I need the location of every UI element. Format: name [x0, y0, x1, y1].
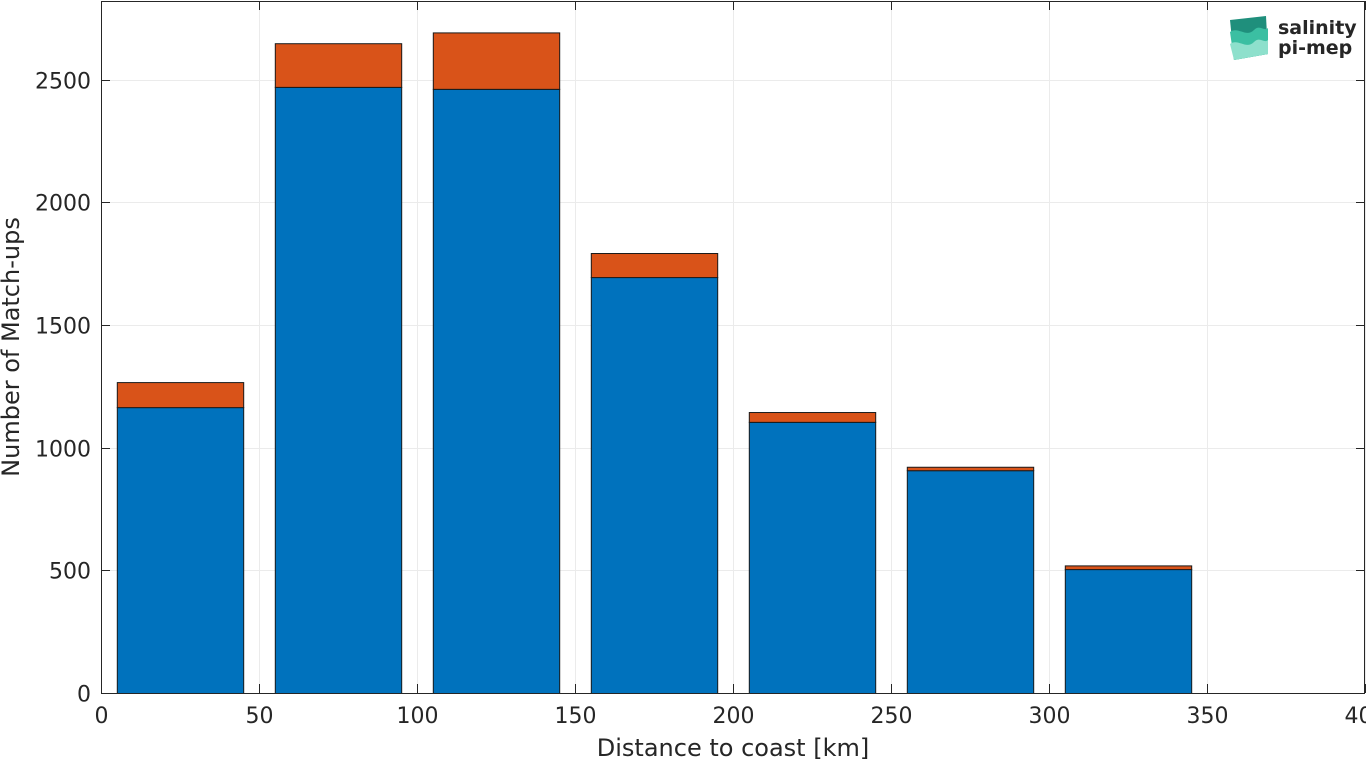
bar-series-2: [274, 43, 403, 88]
bar-series-1: [432, 88, 561, 694]
logo-line-1: salinity: [1278, 17, 1357, 39]
y-tick-label: 0: [77, 683, 91, 708]
y-tick-label: 2000: [35, 192, 91, 217]
salinity-pi-mep-logo: salinity pi-mep: [1230, 16, 1357, 60]
bar-series-1: [116, 407, 245, 694]
x-tick-label: 200: [713, 704, 755, 729]
bar-series-1: [1064, 569, 1193, 694]
x-tick-label: 400: [1345, 704, 1366, 729]
bar-series-1: [590, 277, 719, 694]
x-tick-label: 150: [555, 704, 597, 729]
bar-series-2: [590, 253, 719, 279]
bar-series-2: [748, 412, 877, 423]
x-tick-label: 350: [1187, 704, 1229, 729]
y-axis-label: Number of Match-ups: [0, 217, 25, 477]
y-tick-label: 1000: [35, 438, 91, 463]
y-tick-label: 500: [49, 560, 91, 585]
x-tick-label: 100: [397, 704, 439, 729]
bar-series-1: [748, 421, 877, 694]
x-axis-label: Distance to coast [km]: [597, 734, 869, 761]
bar-series-2: [1064, 565, 1193, 571]
bar-series-1: [274, 86, 403, 694]
logo-line-2: pi-mep: [1278, 37, 1352, 59]
wave-icon: [1230, 16, 1268, 60]
bars: [116, 32, 1193, 694]
x-tick-label: 300: [1029, 704, 1071, 729]
bar-series-2: [432, 32, 561, 90]
x-tick-label: 50: [246, 704, 274, 729]
bar-series-2: [116, 382, 245, 409]
y-tick-label: 1500: [35, 315, 91, 340]
bar-series-2: [906, 466, 1035, 472]
x-tick-label: 250: [871, 704, 913, 729]
bar-series-1: [906, 470, 1035, 694]
axis-ticks: 0 50 100 150 200 250 300 350 400 0 500 1000 1500 2000…: [35, 1, 1366, 729]
x-tick-label: 0: [95, 704, 109, 729]
y-tick-label: 2500: [35, 70, 91, 95]
